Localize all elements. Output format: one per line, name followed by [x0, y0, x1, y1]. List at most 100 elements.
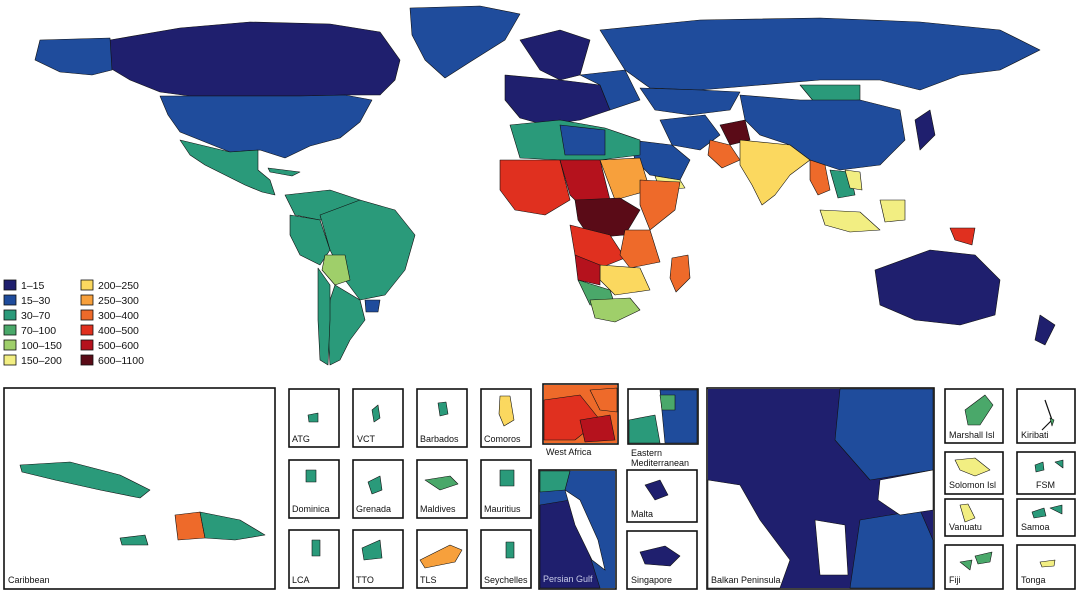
legend-swatch	[3, 309, 17, 321]
inset-west-africa: West Africa	[542, 383, 619, 457]
legend-label: 30–70	[21, 310, 50, 322]
island-haiti	[174, 511, 206, 541]
island-cuba	[19, 461, 151, 499]
inset-label: Comoros	[484, 434, 521, 444]
inset-vct: VCT	[352, 388, 404, 448]
region-south-africa	[589, 297, 641, 323]
inset-lca: LCA	[288, 529, 340, 589]
legend-label: 250–300	[98, 295, 139, 307]
inset-panels: Caribbean ATG VCT Barbados Comoros	[3, 383, 1076, 590]
inset-label: Tonga	[1021, 575, 1046, 585]
inset-persian-gulf: Persian Gulf	[538, 469, 617, 590]
inset-eastern-med: Eastern Mediterranean	[627, 388, 699, 468]
region-bolivia	[321, 254, 351, 286]
inset-label: ATG	[292, 434, 310, 444]
inset-malta: Malta	[626, 469, 698, 523]
legend-swatch	[80, 309, 94, 321]
legend-label: 70–100	[21, 325, 56, 337]
legend-label: 100–150	[21, 340, 62, 352]
island-dominican-republic	[199, 511, 266, 541]
inset-label: Persian Gulf	[543, 574, 593, 584]
legend-label: 600–1100	[98, 355, 144, 367]
region-alaska	[34, 37, 113, 76]
inset-singapore: Singapore	[626, 530, 698, 590]
legend-swatch	[3, 339, 17, 351]
inset-tto: TTO	[352, 529, 404, 589]
inset-label: Balkan Peninsula	[711, 575, 781, 585]
region-west-africa	[499, 159, 571, 216]
region-east-africa	[619, 229, 661, 269]
region-horn-of-africa	[639, 179, 681, 231]
inset-label: West Africa	[546, 447, 591, 457]
region-madagascar	[669, 254, 691, 293]
region-new-zealand	[1034, 314, 1056, 346]
region-drc	[569, 224, 626, 269]
region-china	[739, 94, 906, 171]
inset-label: FSM	[1036, 480, 1055, 490]
inset-label: Vanuatu	[949, 522, 982, 532]
inset-mauritius: Mauritius	[480, 459, 532, 519]
region-greenland	[409, 5, 521, 79]
inset-fiji: Fiji	[944, 544, 1004, 590]
region-chile	[317, 267, 331, 366]
legend-label: 150–200	[21, 355, 62, 367]
region-indonesia	[819, 209, 881, 233]
inset-dominica: Dominica	[288, 459, 340, 519]
legend-swatch	[80, 279, 94, 291]
inset-label: Eastern	[631, 448, 662, 458]
legend-label: 300–400	[98, 310, 139, 322]
inset-label: VCT	[357, 434, 376, 444]
legend-swatch	[3, 279, 17, 291]
legend-swatch	[3, 354, 17, 366]
island-jamaica	[119, 534, 149, 546]
inset-tls: TLS	[416, 529, 468, 589]
inset-label: Marshall Isl	[949, 430, 995, 440]
inset-solomon: Solomon Isl	[944, 451, 1004, 495]
legend-swatch	[3, 324, 17, 336]
legend-swatch	[80, 294, 94, 306]
region-afghanistan	[719, 119, 751, 146]
inset-barbados: Barbados	[416, 388, 468, 448]
legend-swatch	[80, 324, 94, 336]
region-myanmar	[809, 159, 831, 196]
inset-tonga: Tonga	[1016, 544, 1076, 590]
legend-swatch	[80, 354, 94, 366]
inset-fsm: FSM	[1016, 451, 1076, 495]
region-australia	[874, 249, 1001, 326]
region-peru	[289, 214, 331, 266]
inset-marshall: Marshall Isl	[944, 388, 1004, 444]
region-papua-new-guinea	[949, 227, 976, 246]
legend-swatch	[80, 339, 94, 351]
region-borneo	[879, 199, 906, 223]
region-uruguay	[364, 299, 381, 313]
region-kazakhstan	[639, 87, 741, 116]
inset-seychelles: Seychelles	[480, 529, 532, 589]
inset-caribbean: Caribbean	[3, 387, 276, 590]
region-mexico	[179, 139, 276, 196]
inset-label: TLS	[420, 575, 437, 585]
region-canada	[99, 21, 401, 97]
region-japan	[914, 109, 936, 151]
legend-label: 15–30	[21, 295, 50, 307]
inset-grenada: Grenada	[352, 459, 404, 519]
region-western-europe	[504, 74, 611, 126]
inset-label: Malta	[631, 509, 653, 519]
region-libya	[559, 124, 606, 156]
inset-vanuatu: Vanuatu	[944, 498, 1004, 537]
inset-label: Kiribati	[1021, 430, 1049, 440]
inset-label: Mauritius	[484, 504, 521, 514]
inset-balkan: Balkan Peninsula	[706, 387, 935, 590]
region-india	[739, 139, 811, 206]
inset-label: Seychelles	[484, 575, 528, 585]
inset-atg: ATG	[288, 388, 340, 448]
inset-label: LCA	[292, 575, 310, 585]
inset-label: Caribbean	[8, 575, 50, 585]
inset-comoros: Comoros	[480, 388, 532, 448]
inset-label: Singapore	[631, 575, 672, 585]
inset-label: Fiji	[949, 575, 961, 585]
region-laos-cambodia	[844, 169, 863, 191]
region-scandinavia	[519, 29, 591, 81]
inset-label: Barbados	[420, 434, 459, 444]
region-eastern-europe	[579, 69, 641, 111]
